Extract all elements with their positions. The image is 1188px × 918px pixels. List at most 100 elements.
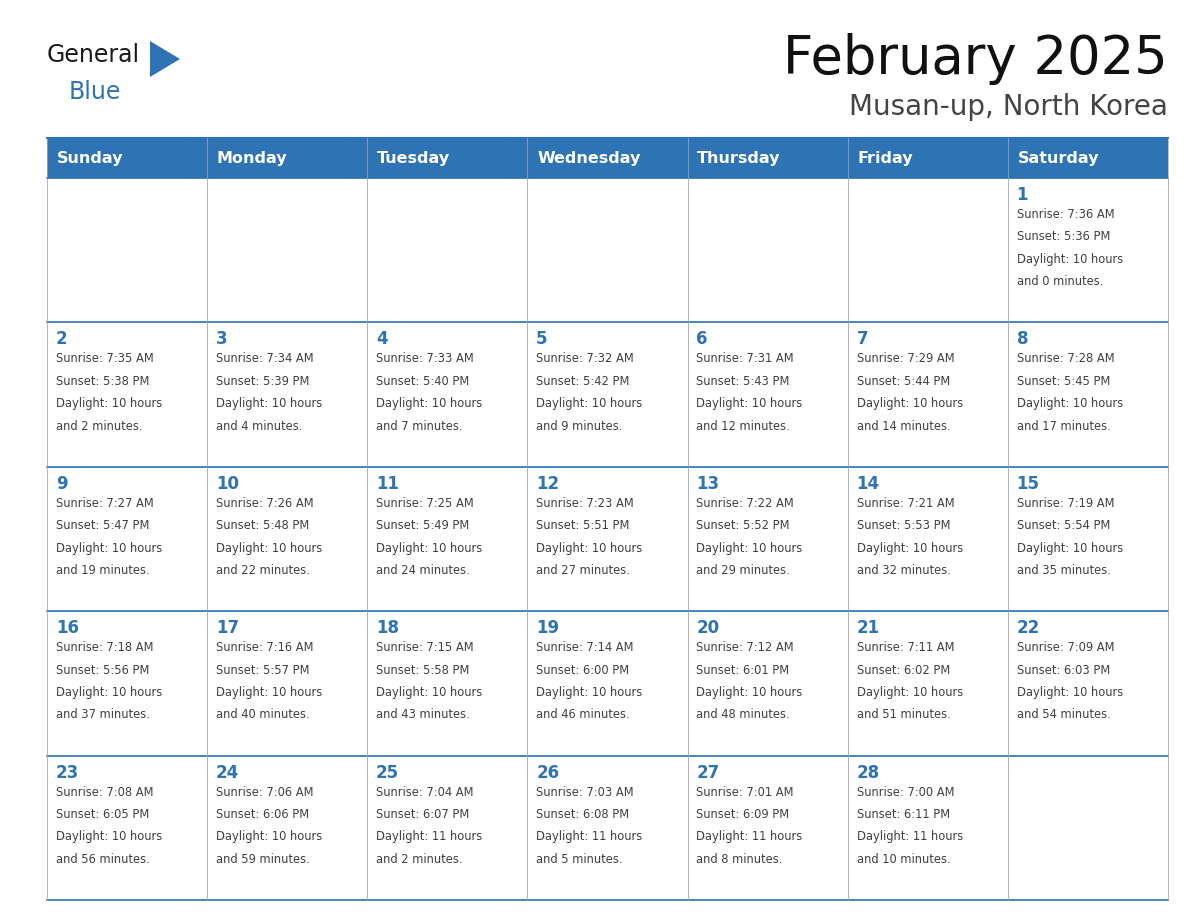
Text: 28: 28 — [857, 764, 879, 781]
Bar — [1007, 466, 1168, 611]
Text: Wednesday: Wednesday — [537, 151, 640, 165]
Bar — [207, 611, 367, 756]
Bar — [527, 466, 688, 611]
Text: Sunrise: 7:19 AM: Sunrise: 7:19 AM — [1017, 497, 1114, 509]
Text: 23: 23 — [56, 764, 80, 781]
Text: Saturday: Saturday — [1017, 151, 1099, 165]
Text: Musan-up, North Korea: Musan-up, North Korea — [849, 93, 1168, 121]
Bar — [207, 138, 367, 178]
Text: Sunset: 5:36 PM: Sunset: 5:36 PM — [1017, 230, 1110, 243]
Bar — [848, 322, 1007, 466]
Text: and 22 minutes.: and 22 minutes. — [216, 564, 310, 577]
Text: and 5 minutes.: and 5 minutes. — [536, 853, 623, 866]
Bar — [688, 178, 848, 322]
Text: Daylight: 10 hours: Daylight: 10 hours — [696, 542, 803, 554]
Text: 26: 26 — [536, 764, 560, 781]
Text: Daylight: 10 hours: Daylight: 10 hours — [56, 686, 162, 699]
Text: Sunrise: 7:25 AM: Sunrise: 7:25 AM — [377, 497, 474, 509]
Text: 27: 27 — [696, 764, 720, 781]
Text: 4: 4 — [377, 330, 387, 349]
Bar — [848, 138, 1007, 178]
Bar — [848, 178, 1007, 322]
Text: Sunrise: 7:09 AM: Sunrise: 7:09 AM — [1017, 641, 1114, 655]
Text: Blue: Blue — [69, 80, 121, 104]
Text: 1: 1 — [1017, 186, 1028, 204]
Bar — [367, 178, 527, 322]
Bar — [1007, 611, 1168, 756]
Text: Daylight: 10 hours: Daylight: 10 hours — [1017, 686, 1123, 699]
Text: Daylight: 10 hours: Daylight: 10 hours — [216, 397, 322, 410]
Text: Sunday: Sunday — [57, 151, 124, 165]
Text: and 43 minutes.: and 43 minutes. — [377, 709, 469, 722]
Bar — [207, 466, 367, 611]
Text: Sunset: 6:00 PM: Sunset: 6:00 PM — [536, 664, 630, 677]
Text: Sunrise: 7:29 AM: Sunrise: 7:29 AM — [857, 353, 954, 365]
Text: Sunset: 5:38 PM: Sunset: 5:38 PM — [56, 375, 150, 387]
Bar — [688, 466, 848, 611]
Text: and 9 minutes.: and 9 minutes. — [536, 420, 623, 432]
Text: Sunrise: 7:21 AM: Sunrise: 7:21 AM — [857, 497, 954, 509]
Text: Daylight: 10 hours: Daylight: 10 hours — [216, 542, 322, 554]
Text: Sunset: 5:43 PM: Sunset: 5:43 PM — [696, 375, 790, 387]
Text: Sunrise: 7:01 AM: Sunrise: 7:01 AM — [696, 786, 794, 799]
Text: Sunrise: 7:33 AM: Sunrise: 7:33 AM — [377, 353, 474, 365]
Text: 3: 3 — [216, 330, 228, 349]
Bar — [207, 756, 367, 900]
Text: Sunset: 5:56 PM: Sunset: 5:56 PM — [56, 664, 150, 677]
Text: 25: 25 — [377, 764, 399, 781]
Text: Daylight: 10 hours: Daylight: 10 hours — [216, 831, 322, 844]
Text: Sunrise: 7:00 AM: Sunrise: 7:00 AM — [857, 786, 954, 799]
Bar — [1007, 322, 1168, 466]
Text: Daylight: 10 hours: Daylight: 10 hours — [1017, 397, 1123, 410]
Text: 21: 21 — [857, 620, 879, 637]
Text: and 2 minutes.: and 2 minutes. — [56, 420, 143, 432]
Text: Sunrise: 7:11 AM: Sunrise: 7:11 AM — [857, 641, 954, 655]
Text: Friday: Friday — [858, 151, 912, 165]
Text: Sunrise: 7:12 AM: Sunrise: 7:12 AM — [696, 641, 794, 655]
Text: 22: 22 — [1017, 620, 1040, 637]
Text: and 51 minutes.: and 51 minutes. — [857, 709, 950, 722]
Bar — [367, 322, 527, 466]
Text: Sunrise: 7:03 AM: Sunrise: 7:03 AM — [536, 786, 634, 799]
Text: Sunset: 5:42 PM: Sunset: 5:42 PM — [536, 375, 630, 387]
Text: Daylight: 11 hours: Daylight: 11 hours — [696, 831, 803, 844]
Text: General: General — [48, 43, 140, 67]
Text: Sunrise: 7:16 AM: Sunrise: 7:16 AM — [216, 641, 314, 655]
Text: Sunrise: 7:18 AM: Sunrise: 7:18 AM — [56, 641, 153, 655]
Text: Sunset: 6:11 PM: Sunset: 6:11 PM — [857, 808, 949, 821]
Text: Sunset: 5:54 PM: Sunset: 5:54 PM — [1017, 520, 1110, 532]
Text: Sunrise: 7:06 AM: Sunrise: 7:06 AM — [216, 786, 314, 799]
Text: Sunset: 5:51 PM: Sunset: 5:51 PM — [536, 520, 630, 532]
Text: Sunrise: 7:27 AM: Sunrise: 7:27 AM — [56, 497, 153, 509]
Text: Daylight: 10 hours: Daylight: 10 hours — [56, 831, 162, 844]
Text: Sunset: 5:44 PM: Sunset: 5:44 PM — [857, 375, 949, 387]
Text: Sunset: 5:52 PM: Sunset: 5:52 PM — [696, 520, 790, 532]
Text: Thursday: Thursday — [697, 151, 781, 165]
Text: 16: 16 — [56, 620, 78, 637]
Bar — [367, 756, 527, 900]
Text: Tuesday: Tuesday — [377, 151, 450, 165]
Text: Sunset: 5:47 PM: Sunset: 5:47 PM — [56, 520, 150, 532]
Text: and 35 minutes.: and 35 minutes. — [1017, 564, 1111, 577]
Bar — [688, 138, 848, 178]
Bar — [527, 611, 688, 756]
Bar — [48, 322, 207, 466]
Bar — [48, 611, 207, 756]
Text: and 10 minutes.: and 10 minutes. — [857, 853, 950, 866]
Text: Daylight: 10 hours: Daylight: 10 hours — [1017, 252, 1123, 266]
Bar — [48, 466, 207, 611]
Text: 12: 12 — [536, 475, 560, 493]
Text: Daylight: 10 hours: Daylight: 10 hours — [377, 686, 482, 699]
Text: Sunrise: 7:26 AM: Sunrise: 7:26 AM — [216, 497, 314, 509]
Text: Daylight: 10 hours: Daylight: 10 hours — [857, 542, 962, 554]
Text: Sunrise: 7:36 AM: Sunrise: 7:36 AM — [1017, 208, 1114, 221]
Text: Sunrise: 7:34 AM: Sunrise: 7:34 AM — [216, 353, 314, 365]
Text: and 48 minutes.: and 48 minutes. — [696, 709, 790, 722]
Text: and 12 minutes.: and 12 minutes. — [696, 420, 790, 432]
Text: Sunrise: 7:04 AM: Sunrise: 7:04 AM — [377, 786, 474, 799]
Text: 9: 9 — [56, 475, 68, 493]
Text: 8: 8 — [1017, 330, 1028, 349]
Bar — [48, 756, 207, 900]
Text: Sunrise: 7:32 AM: Sunrise: 7:32 AM — [536, 353, 634, 365]
Text: Daylight: 10 hours: Daylight: 10 hours — [56, 397, 162, 410]
